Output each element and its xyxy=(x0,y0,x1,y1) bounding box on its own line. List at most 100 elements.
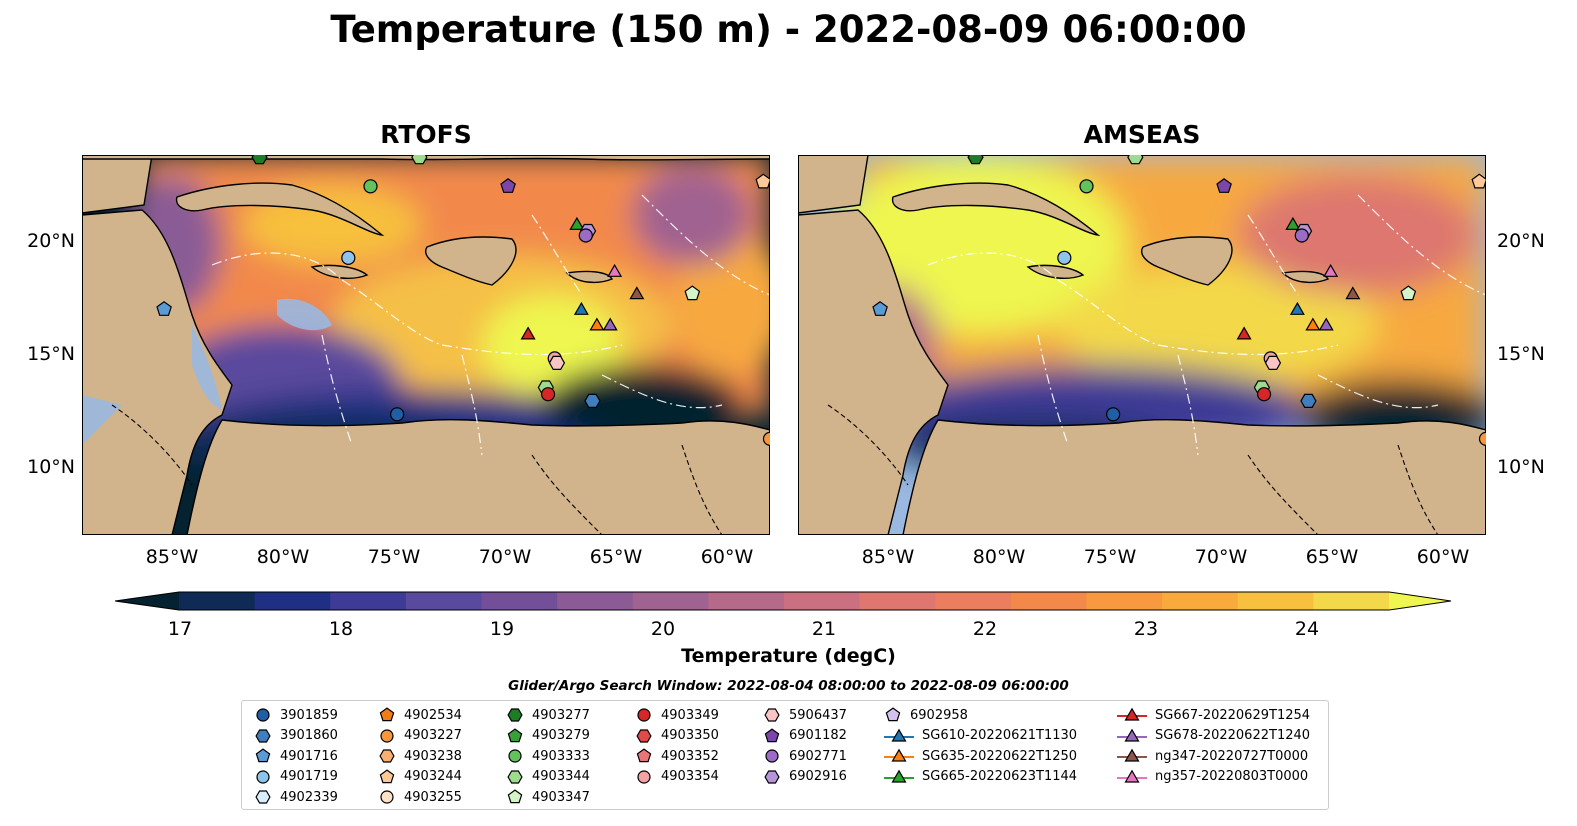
map-panel-rtofs[interactable] xyxy=(82,155,770,535)
platform-marker xyxy=(1289,301,1305,315)
legend-item: 4902534 xyxy=(378,705,462,726)
colorbar-tick-24: 24 xyxy=(1294,618,1320,640)
legend-marker-icon xyxy=(1117,769,1147,783)
map-rtofs xyxy=(82,155,770,535)
colorbar-segment xyxy=(481,592,558,610)
eez-boundaries xyxy=(927,194,1486,456)
legend-item: 4901719 xyxy=(254,767,338,788)
legend-item: 4902339 xyxy=(254,787,338,808)
legend-item: 4903350 xyxy=(635,726,719,747)
platform-marker xyxy=(500,178,516,193)
legend-item: 4903344 xyxy=(506,767,590,788)
legend-label: ng347-20220727T0000 xyxy=(1155,748,1309,764)
legend-marker-icon xyxy=(1117,707,1147,721)
lon-label-85w-right: 85°W xyxy=(861,546,915,568)
legend-marker-icon xyxy=(765,749,779,763)
colorbar-segment xyxy=(179,592,256,610)
legend-marker-icon xyxy=(637,708,651,722)
legend-marker-icon xyxy=(507,708,523,722)
legend-item: 4903227 xyxy=(378,726,462,747)
platform-marker xyxy=(1079,179,1094,194)
legend: 3901859 3901860 4901716 4901719 4902339 4902… xyxy=(241,700,1329,810)
legend-column: 4902534 4903227 4903238 4903244 4903255 xyxy=(378,705,462,808)
platform-marker xyxy=(341,250,356,265)
colorbar-segment xyxy=(935,592,1012,610)
legend-marker-icon xyxy=(256,708,270,722)
eez-boundaries xyxy=(211,194,770,456)
legend-marker-icon xyxy=(637,770,651,784)
platform-marker xyxy=(390,407,405,422)
legend-item: 4903349 xyxy=(635,705,719,726)
legend-marker-icon xyxy=(884,769,914,783)
legend-column: 3901859 3901860 4901716 4901719 4902339 xyxy=(254,705,338,808)
platform-marker xyxy=(573,301,589,315)
legend-marker-icon xyxy=(507,728,523,742)
legend-item: ng357-20220803T0000 xyxy=(1117,767,1310,788)
legend-column: 4903349 4903350 4903352 4903354 xyxy=(635,705,719,787)
legend-marker-icon xyxy=(1117,748,1147,762)
platform-marker xyxy=(684,285,701,301)
legend-item: 4903352 xyxy=(635,746,719,767)
legend-label: 4903344 xyxy=(532,769,590,785)
legend-item: SG610-20220621T1130 xyxy=(884,726,1077,747)
lon-label-85w-left: 85°W xyxy=(145,546,199,568)
colorbar-segment xyxy=(708,592,785,610)
legend-item: 6902771 xyxy=(763,746,847,767)
colorbar-segment xyxy=(557,592,634,610)
legend-label: SG678-20220622T1240 xyxy=(1155,728,1311,744)
legend-label: SG610-20220621T1130 xyxy=(922,728,1078,744)
colorbar-segment xyxy=(1313,592,1390,610)
legend-item: SG635-20220622T1250 xyxy=(884,746,1077,767)
legend-label: 6902958 xyxy=(910,707,968,723)
legend-item: 6901182 xyxy=(763,726,847,747)
map-panel-amseas[interactable] xyxy=(798,155,1486,535)
legend-label: SG665-20220623T1144 xyxy=(922,769,1078,785)
legend-marker-icon xyxy=(379,749,395,763)
colorbar-tick-18: 18 xyxy=(328,618,354,640)
legend-item: 4903238 xyxy=(378,746,462,767)
lon-label-70w-left: 70°W xyxy=(478,546,532,568)
colorbar-segment xyxy=(632,592,709,610)
legend-item: 4903279 xyxy=(506,726,590,747)
legend-label: 4903350 xyxy=(661,728,719,744)
platform-markers-amseas xyxy=(872,155,1486,446)
colorbar-tick-23: 23 xyxy=(1133,618,1159,640)
platform-marker xyxy=(629,286,645,300)
legend-item: SG665-20220623T1144 xyxy=(884,767,1077,788)
legend-marker-icon xyxy=(1117,728,1147,742)
legend-item: 4903255 xyxy=(378,787,462,808)
legend-label: 4903352 xyxy=(661,748,719,764)
colorbar-segment xyxy=(1162,592,1239,610)
colorbar-tick-17: 17 xyxy=(167,618,193,640)
legend-marker-icon xyxy=(636,748,652,763)
legend-label: SG667-20220629T1254 xyxy=(1155,707,1311,723)
legend-item: SG667-20220629T1254 xyxy=(1117,705,1310,726)
legend-label: SG635-20220622T1250 xyxy=(922,748,1078,764)
legend-label: 6901182 xyxy=(789,728,847,744)
legend-marker-icon xyxy=(764,770,780,784)
legend-label: 4903277 xyxy=(532,707,590,723)
lon-label-70w-right: 70°W xyxy=(1194,546,1248,568)
lat-label-20n-right: 20°N xyxy=(1497,230,1545,252)
platform-marker xyxy=(578,228,593,243)
colorbar-segment xyxy=(254,592,331,610)
legend-marker-icon xyxy=(379,769,395,783)
legend-label: 3901860 xyxy=(280,728,338,744)
land xyxy=(798,155,1486,535)
platform-marker xyxy=(1264,355,1282,370)
platform-marker xyxy=(584,393,601,408)
legend-marker-icon xyxy=(507,770,523,784)
panel-title-amseas: AMSEAS xyxy=(1083,120,1201,149)
legend-marker-icon xyxy=(508,749,522,763)
legend-column: 6902958 SG610-20220621T1130 SG635-20220622… xyxy=(884,705,1077,787)
lon-label-60w-right: 60°W xyxy=(1416,546,1470,568)
platform-marker xyxy=(1285,216,1301,230)
colorbar-tick-20: 20 xyxy=(650,618,676,640)
platform-marker xyxy=(1323,263,1339,277)
lat-label-10n-right: 10°N xyxy=(1497,456,1545,478)
legend-item: 4903277 xyxy=(506,705,590,726)
platform-marker xyxy=(1305,317,1321,331)
platform-marker xyxy=(1478,431,1486,446)
platform-marker xyxy=(1400,285,1417,301)
legend-marker-icon xyxy=(380,729,394,743)
